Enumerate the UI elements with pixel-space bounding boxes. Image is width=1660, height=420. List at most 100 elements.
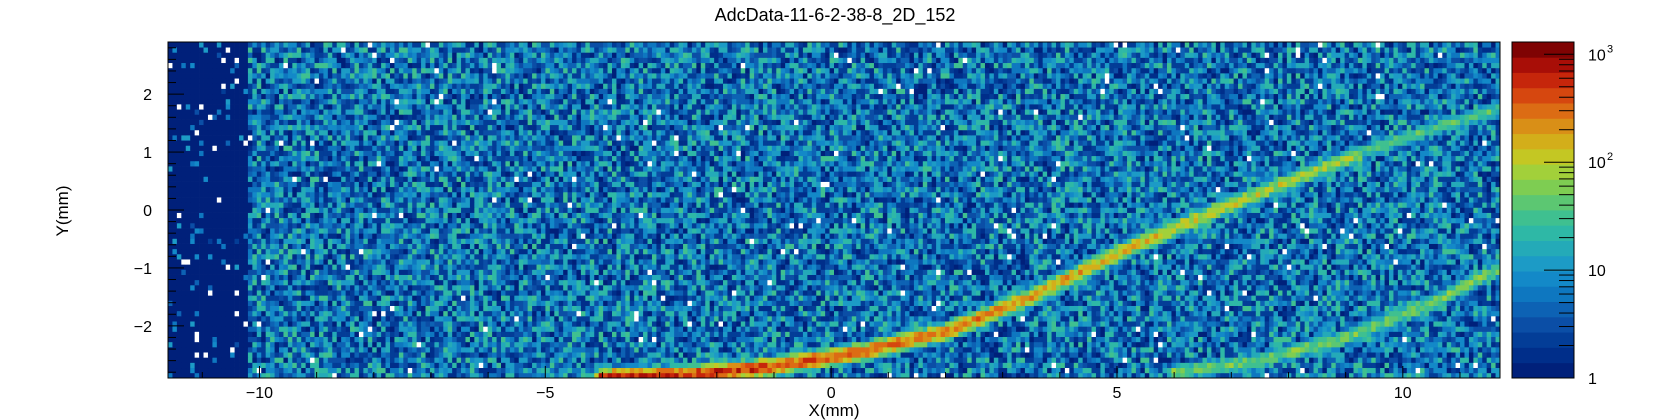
heatmap-cell xyxy=(598,346,604,353)
heatmap-cell xyxy=(953,300,959,306)
heatmap-cell xyxy=(1446,367,1452,374)
heatmap-cell xyxy=(745,372,750,379)
heatmap-cell xyxy=(767,372,773,379)
heatmap-cell xyxy=(1029,295,1035,301)
heatmap-cell xyxy=(1042,346,1048,353)
heatmap-cell xyxy=(416,321,422,327)
heatmap-cell xyxy=(168,346,173,353)
heatmap-cell xyxy=(190,336,195,343)
heatmap-cell xyxy=(301,290,306,296)
heatmap-cell xyxy=(461,367,466,374)
heatmap-cell xyxy=(1340,372,1345,379)
heatmap-cell xyxy=(1069,341,1075,348)
heatmap-cell xyxy=(532,352,537,358)
heatmap-cell xyxy=(647,326,653,332)
heatmap-cell xyxy=(1411,357,1416,363)
heatmap-cell xyxy=(953,341,959,348)
heatmap-cell xyxy=(1451,321,1456,327)
heatmap-cell xyxy=(860,315,866,322)
heatmap-cell xyxy=(625,367,631,374)
heatmap-cell xyxy=(1415,326,1421,332)
heatmap-cell xyxy=(1282,300,1288,306)
heatmap-cell xyxy=(794,336,799,343)
heatmap-cell xyxy=(727,300,733,306)
heatmap-cell xyxy=(416,341,422,348)
heatmap-cell xyxy=(523,331,528,337)
heatmap-cell xyxy=(381,315,386,322)
heatmap-cell xyxy=(1477,357,1483,363)
heatmap-cell xyxy=(1064,336,1070,343)
heatmap-cell xyxy=(421,326,426,332)
heatmap-cell xyxy=(971,321,977,327)
heatmap-cell xyxy=(811,295,817,301)
heatmap-cell xyxy=(194,336,200,343)
heatmap-cell xyxy=(718,321,724,327)
heatmap-cell xyxy=(1402,372,1408,379)
heatmap-cell xyxy=(945,295,950,301)
heatmap-cell xyxy=(1104,372,1110,379)
heatmap-cell xyxy=(1167,310,1172,317)
heatmap-cell xyxy=(842,372,848,379)
heatmap-cell xyxy=(172,362,178,369)
heatmap-cell xyxy=(1251,305,1257,312)
heatmap-cell xyxy=(900,336,906,343)
heatmap-cell xyxy=(940,362,946,369)
heatmap-cell xyxy=(700,300,706,306)
heatmap-cell xyxy=(696,326,702,332)
heatmap-cell xyxy=(922,326,928,332)
heatmap-cell xyxy=(1442,362,1448,369)
heatmap-cell xyxy=(421,346,426,353)
heatmap-cell xyxy=(363,321,369,327)
heatmap-cell xyxy=(194,341,200,348)
heatmap-cell xyxy=(776,362,782,369)
heatmap-cell xyxy=(261,346,267,353)
heatmap-cell xyxy=(922,331,928,337)
heatmap-cell xyxy=(1113,346,1119,353)
heatmap-cell xyxy=(1340,362,1345,369)
heatmap-cell xyxy=(967,321,972,327)
heatmap-cell xyxy=(1331,310,1337,317)
heatmap-cell xyxy=(1495,331,1501,337)
heatmap-cell xyxy=(1202,372,1208,379)
heatmap-cell xyxy=(1344,362,1350,369)
heatmap-cell xyxy=(714,290,719,296)
heatmap-cell xyxy=(891,310,897,317)
heatmap-cell xyxy=(776,310,782,317)
heatmap-cell xyxy=(492,331,497,337)
heatmap-cell xyxy=(1495,310,1501,317)
heatmap-cell xyxy=(421,357,426,363)
heatmap-cell xyxy=(931,295,937,301)
heatmap-cell xyxy=(607,357,613,363)
heatmap-cell xyxy=(301,346,306,353)
heatmap-cell xyxy=(927,336,933,343)
heatmap-cell xyxy=(518,321,524,327)
heatmap-cell xyxy=(274,336,280,343)
heatmap-cell xyxy=(740,305,746,312)
heatmap-cell xyxy=(1482,362,1488,369)
heatmap-cell xyxy=(696,331,702,337)
heatmap-cell xyxy=(505,310,511,317)
heatmap-cell xyxy=(1109,357,1115,363)
heatmap-cell xyxy=(984,346,990,353)
heatmap-cell xyxy=(332,362,338,369)
heatmap-cell xyxy=(1313,372,1319,379)
heatmap-cell xyxy=(838,295,844,301)
heatmap-cell xyxy=(1326,331,1332,337)
heatmap-cell xyxy=(740,357,746,363)
heatmap-cell xyxy=(1087,341,1092,348)
heatmap-cell xyxy=(1100,300,1106,306)
heatmap-cell xyxy=(336,357,342,363)
heatmap-cell xyxy=(176,346,182,353)
heatmap-cell xyxy=(678,300,684,306)
heatmap-cell xyxy=(1095,362,1101,369)
heatmap-cell xyxy=(1415,341,1421,348)
heatmap-cell xyxy=(176,315,182,322)
heatmap-cell xyxy=(461,357,466,363)
heatmap-cell xyxy=(416,346,422,353)
heatmap-cell xyxy=(629,300,635,306)
heatmap-cell xyxy=(598,357,604,363)
heatmap-cell xyxy=(372,310,378,317)
heatmap-cell xyxy=(691,362,697,369)
heatmap-cell xyxy=(696,372,702,379)
heatmap-cell xyxy=(953,331,959,337)
